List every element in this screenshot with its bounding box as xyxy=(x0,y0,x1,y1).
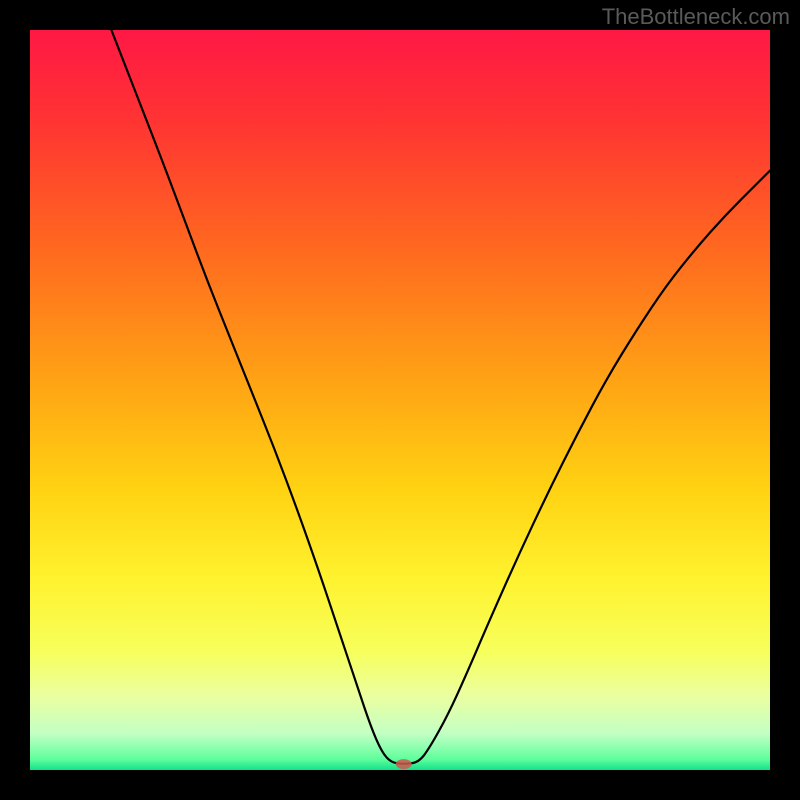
chart-background xyxy=(30,30,770,770)
chart-svg xyxy=(30,30,770,770)
outer-frame: TheBottleneck.com xyxy=(0,0,800,800)
watermark-text: TheBottleneck.com xyxy=(602,4,790,30)
plot-area xyxy=(30,30,770,770)
minimum-marker xyxy=(396,759,412,769)
